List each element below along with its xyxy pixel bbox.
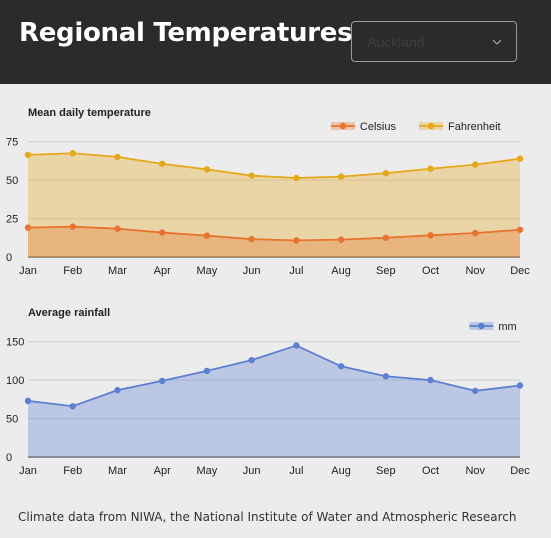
y-tick-label: 150 (6, 337, 24, 349)
x-tick-label: Dec (510, 265, 530, 277)
legend-marker (478, 322, 485, 330)
data-point-fahrenheit (158, 160, 166, 168)
data-point-celsius (337, 236, 345, 243)
data-point-mm (203, 367, 211, 375)
x-tick-label: Mar (108, 465, 127, 477)
temperature-chart: Mean daily temperature 0 25 50 75 Jan Feb Mar Ap… (0, 100, 551, 280)
y-tick-label: 25 (6, 214, 18, 226)
x-tick-label: Nov (465, 465, 485, 477)
data-point-celsius (516, 226, 524, 233)
data-point-mm (293, 342, 300, 349)
page-title: Regional Temperatures (19, 18, 353, 48)
data-point-fahrenheit (24, 151, 32, 159)
series-line-fahrenheit (27, 152, 521, 179)
x-tick-label: Aug (331, 265, 351, 277)
data-point-mm (382, 373, 390, 380)
data-point-celsius (293, 237, 300, 244)
data-point-fahrenheit (248, 172, 255, 179)
region-select[interactable]: Auckland (351, 21, 517, 62)
region-select-value: Auckland (367, 34, 425, 50)
chart-title: Average rainfall (28, 307, 110, 319)
x-tick-label: May (197, 265, 218, 277)
data-point-mm (472, 387, 479, 395)
x-tick-label: Oct (422, 465, 439, 477)
x-tick-label: Nov (465, 265, 485, 277)
data-point-fahrenheit (337, 173, 345, 180)
data-point-mm (337, 363, 345, 370)
y-tick-label: 100 (6, 375, 24, 387)
x-tick-label: Jul (289, 265, 303, 277)
x-tick-label: Jul (289, 465, 303, 477)
series-line-mm (27, 344, 521, 408)
data-credit: Climate data from NIWA, the National Ins… (18, 510, 517, 524)
x-tick-label: Sep (376, 465, 396, 477)
data-point-mm (427, 376, 434, 384)
data-point-celsius (472, 229, 479, 237)
rainfall-chart-svg: Average rainfall 0 50 100 150 Jan Feb Mar Apr May… (6, 307, 530, 477)
data-point-fahrenheit (69, 150, 76, 157)
x-tick-label: Jan (19, 465, 37, 477)
x-tick-label: Apr (154, 465, 171, 477)
rainfall-chart: Average rainfall 0 50 100 150 Jan Feb Mar Apr May… (0, 300, 551, 480)
legend-marker (339, 122, 347, 130)
x-tick-label: May (197, 465, 218, 477)
x-tick-label: Oct (422, 265, 439, 277)
data-point-celsius (69, 223, 76, 230)
data-point-fahrenheit (427, 165, 434, 172)
series-area-celsius (28, 226, 520, 257)
x-tick-label: Dec (510, 465, 530, 477)
x-tick-label: Feb (63, 465, 82, 477)
x-tick-label: Jun (243, 465, 261, 477)
data-point-celsius (427, 232, 434, 239)
legend-label: Fahrenheit (448, 121, 501, 133)
data-point-celsius (158, 229, 166, 236)
series-area-mm (28, 345, 520, 457)
data-point-fahrenheit (472, 161, 479, 168)
data-point-fahrenheit (516, 155, 524, 162)
data-point-mm (114, 386, 121, 394)
x-tick-label: Apr (154, 265, 171, 277)
data-point-celsius (248, 235, 255, 243)
legend-marker (427, 122, 435, 130)
data-point-celsius (203, 232, 211, 239)
data-point-celsius (382, 234, 390, 241)
data-point-mm (158, 377, 166, 385)
data-point-fahrenheit (114, 153, 121, 161)
app-header: Regional Temperatures Auckland (0, 0, 551, 84)
x-tick-label: Aug (331, 465, 351, 477)
y-tick-label: 75 (6, 137, 18, 149)
chevron-down-icon (492, 39, 502, 45)
y-tick-label: 50 (6, 175, 18, 187)
x-tick-label: Sep (376, 265, 396, 277)
series-line-celsius (27, 225, 521, 242)
data-point-celsius (24, 224, 32, 231)
y-tick-label: 50 (6, 414, 18, 426)
y-tick-label: 0 (6, 252, 12, 264)
data-point-fahrenheit (203, 166, 211, 173)
x-tick-label: Feb (63, 265, 82, 277)
x-tick-label: Jan (19, 265, 37, 277)
temperature-chart-svg: Mean daily temperature 0 25 50 75 Jan Feb Mar Ap… (6, 107, 530, 277)
data-point-mm (248, 356, 255, 364)
data-point-mm (516, 382, 524, 389)
legend-label: mm (498, 321, 516, 333)
data-point-fahrenheit (382, 170, 390, 177)
x-tick-label: Jun (243, 265, 261, 277)
chart-title: Mean daily temperature (28, 107, 151, 119)
data-point-mm (69, 403, 76, 410)
legend-label: Celsius (360, 121, 397, 133)
data-point-mm (24, 397, 32, 405)
y-tick-label: 0 (6, 452, 12, 464)
x-tick-label: Mar (108, 265, 127, 277)
data-point-celsius (114, 225, 121, 232)
data-point-fahrenheit (293, 174, 300, 182)
